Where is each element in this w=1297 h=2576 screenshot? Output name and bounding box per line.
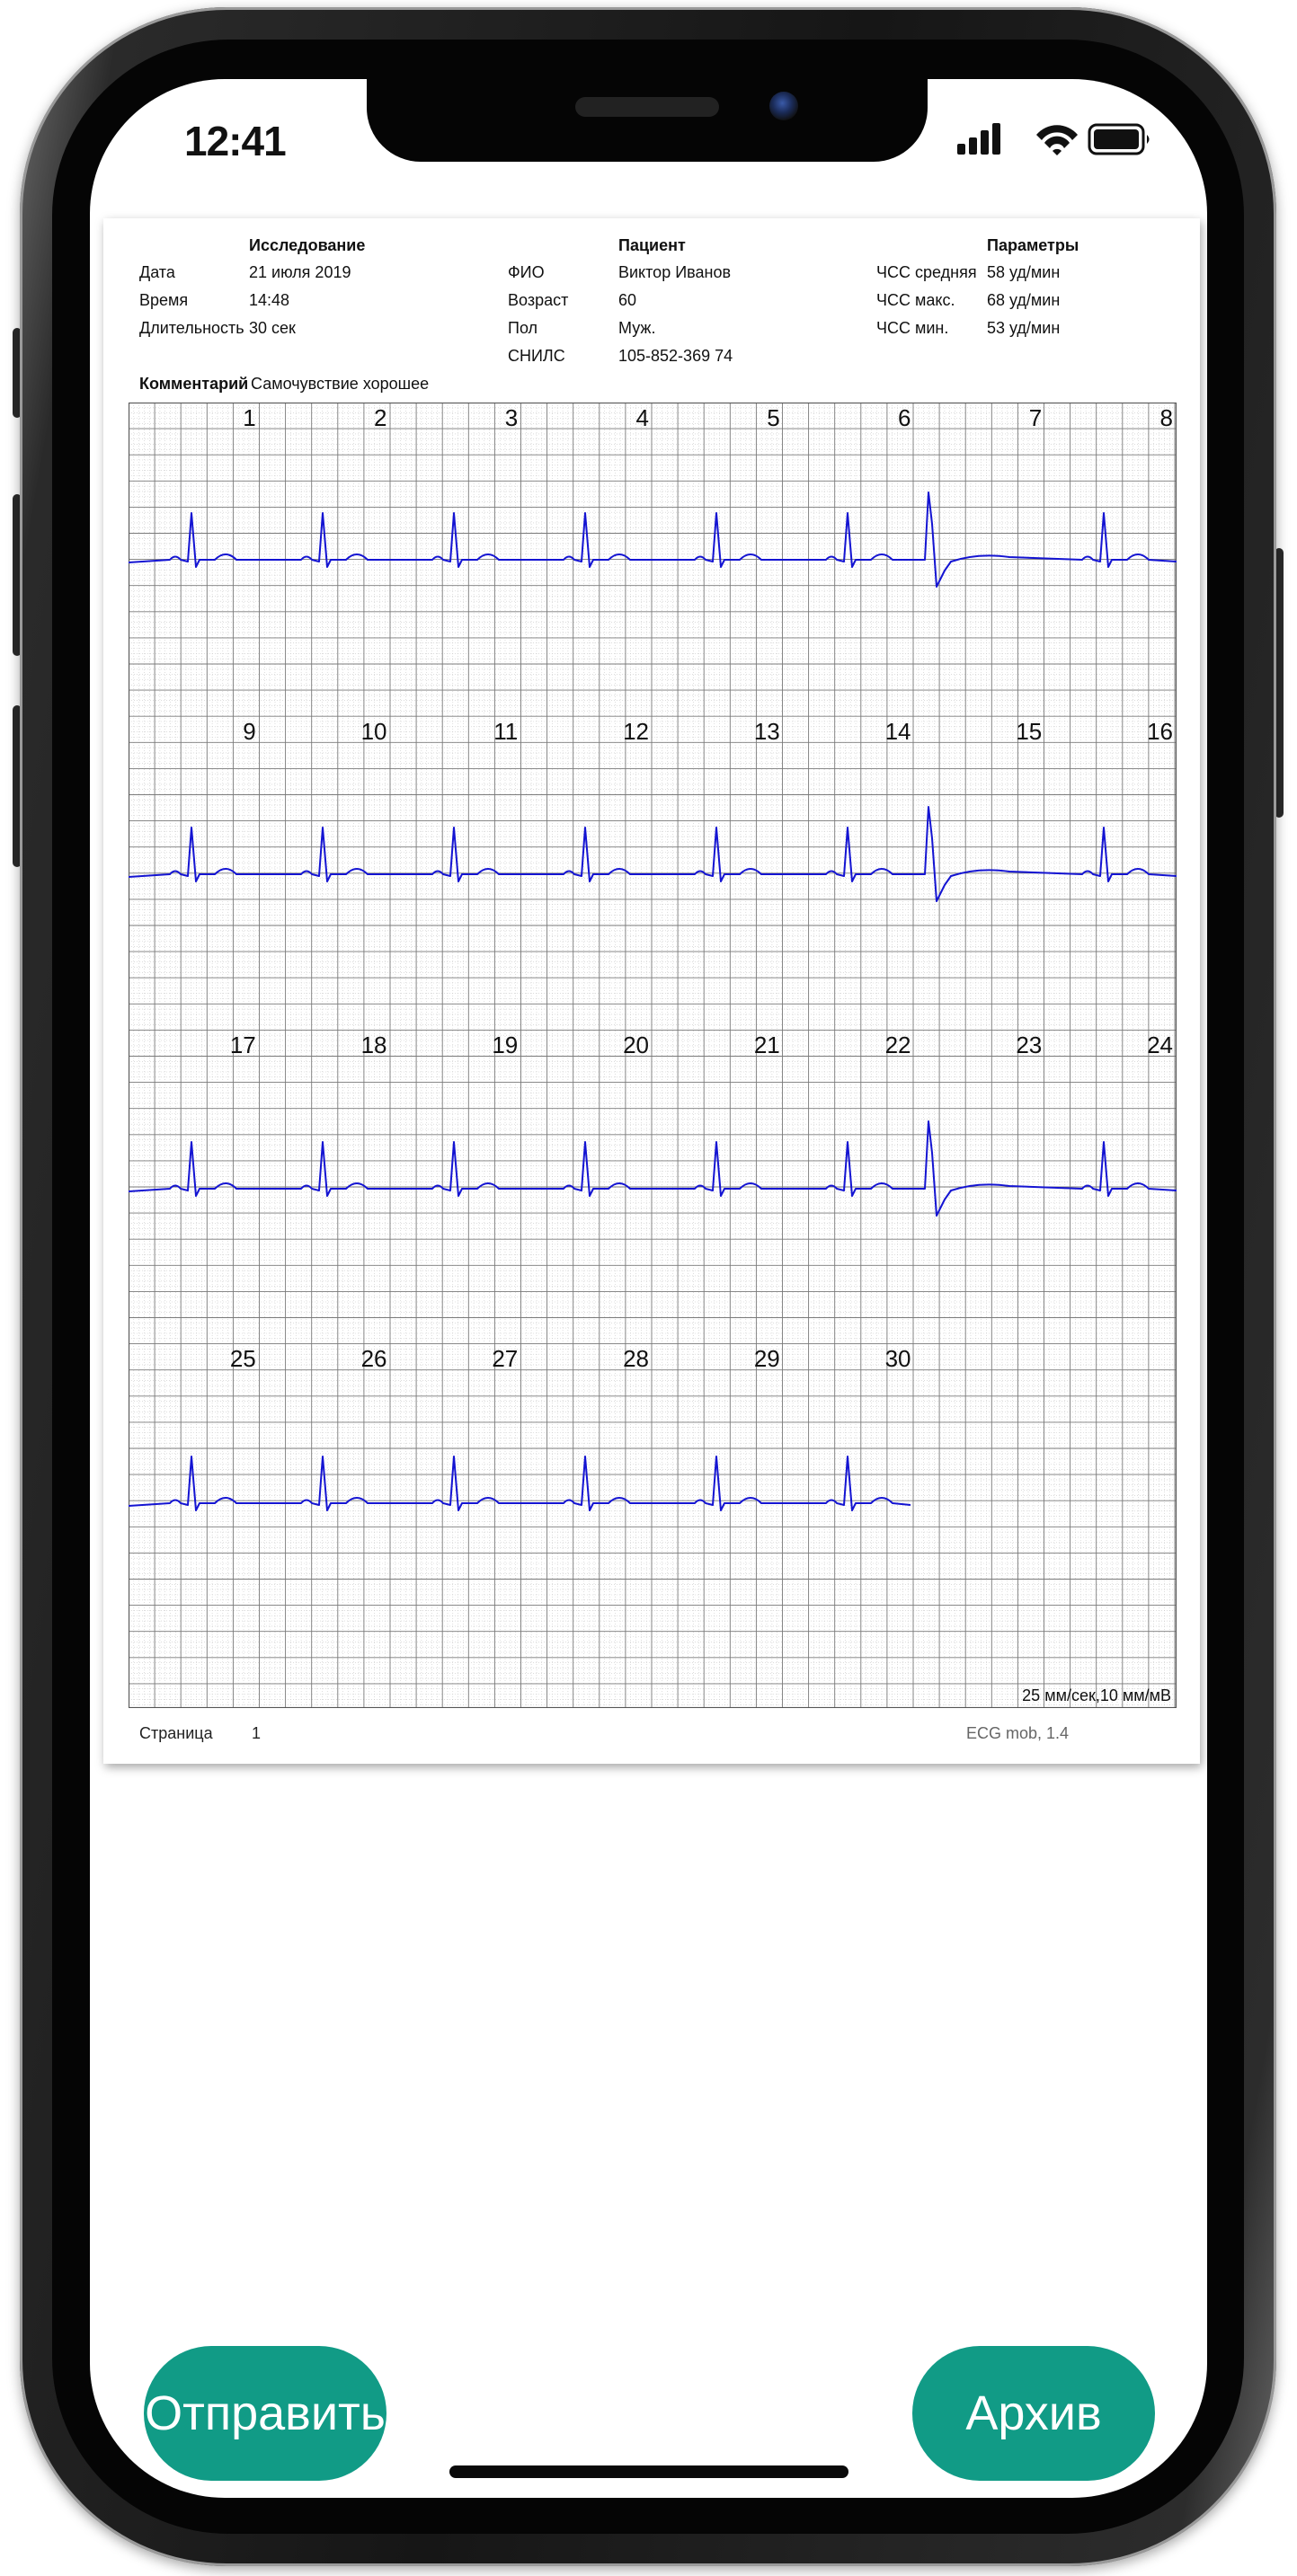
second-label: 28 [623,1345,649,1372]
ecg-scale-label: 25 мм/сек,10 мм/мВ [1022,1686,1171,1704]
second-label: 12 [623,718,649,745]
second-label: 9 [243,718,255,745]
second-label: 15 [1016,718,1042,745]
notch [367,79,928,162]
second-label: 7 [1029,404,1042,431]
second-label: 30 [885,1345,911,1372]
second-label: 24 [1147,1031,1173,1058]
battery-icon [1088,123,1150,155]
patient-label: Возраст [508,291,569,309]
archive-button[interactable]: Архив [912,2346,1155,2481]
ecg-report: Исследование Пациент Параметры Дата 21 и… [103,218,1200,1764]
volume-up-button [13,494,22,656]
ecg-trace [129,806,1177,902]
home-indicator[interactable] [449,2465,848,2478]
second-label: 19 [492,1031,518,1058]
second-label: 23 [1016,1031,1042,1058]
comment-label: Комментарий [139,375,249,393]
params-label: ЧСС макс. [876,291,955,309]
patient-label: ФИО [508,263,545,281]
study-value: 14:48 [249,291,290,309]
power-button [1275,548,1284,818]
silent-switch [13,328,22,418]
second-label: 17 [230,1031,256,1058]
page-label: Страница [139,1724,213,1742]
second-label: 14 [885,718,911,745]
grid-major [129,403,1177,1708]
app-screen: 12:41 Исследование Пациент Параметры Дат… [90,79,1207,2498]
patient-label: СНИЛС [508,347,565,365]
second-label: 27 [492,1345,518,1372]
volume-down-button [13,705,22,867]
send-button[interactable]: Отправить [144,2346,386,2481]
second-label: 26 [361,1345,387,1372]
study-label: Длительность [139,319,244,337]
signal-icon [957,123,1000,155]
params-heading: Параметры [987,236,1079,254]
page-number: 1 [252,1724,262,1742]
second-label: 20 [623,1031,649,1058]
second-label: 18 [361,1031,387,1058]
second-label: 3 [505,404,518,431]
second-label: 8 [1160,404,1173,431]
ecg-trace [129,1120,1177,1217]
params-value: 53 уд/мин [987,319,1061,337]
patient-label: Пол [508,319,538,337]
second-label: 1 [243,404,255,431]
second-label: 10 [361,718,387,745]
patient-value: 105-852-369 74 [618,347,733,365]
patient-value: Муж. [618,319,656,337]
second-label: 16 [1147,718,1173,745]
second-label: 5 [767,404,779,431]
params-label: ЧСС мин. [876,319,949,337]
second-label: 21 [754,1031,780,1058]
second-label: 29 [754,1345,780,1372]
study-value: 21 июля 2019 [249,263,351,281]
params-value: 68 уд/мин [987,291,1061,309]
wifi-icon [1036,125,1078,155]
params-value: 58 уд/мин [987,263,1061,281]
status-time: 12:41 [184,118,287,164]
patient-value: 60 [618,291,637,309]
second-label: 25 [230,1345,256,1372]
second-label: 4 [636,404,649,431]
camera-icon [769,92,798,120]
status-icons [957,123,1150,155]
grid-border [129,403,1177,1708]
patient-heading: Пациент [618,236,686,254]
speaker-grille [575,97,719,117]
second-label: 13 [754,718,780,745]
study-label: Дата [139,263,175,281]
second-label: 11 [493,718,518,745]
app-version: ECG mob, 1.4 [966,1724,1070,1742]
second-label: 2 [374,404,386,431]
study-heading: Исследование [249,236,366,254]
params-label: ЧСС средняя [876,263,977,281]
comment-value: Самочувствие хорошее [251,375,430,393]
study-label: Время [139,291,189,309]
second-label: 22 [885,1031,911,1058]
patient-value: Виктор Иванов [618,263,732,281]
ecg-trace [129,1456,911,1511]
second-label: 6 [898,404,911,431]
ecg-trace [129,491,1177,588]
study-value: 30 сек [249,319,296,337]
